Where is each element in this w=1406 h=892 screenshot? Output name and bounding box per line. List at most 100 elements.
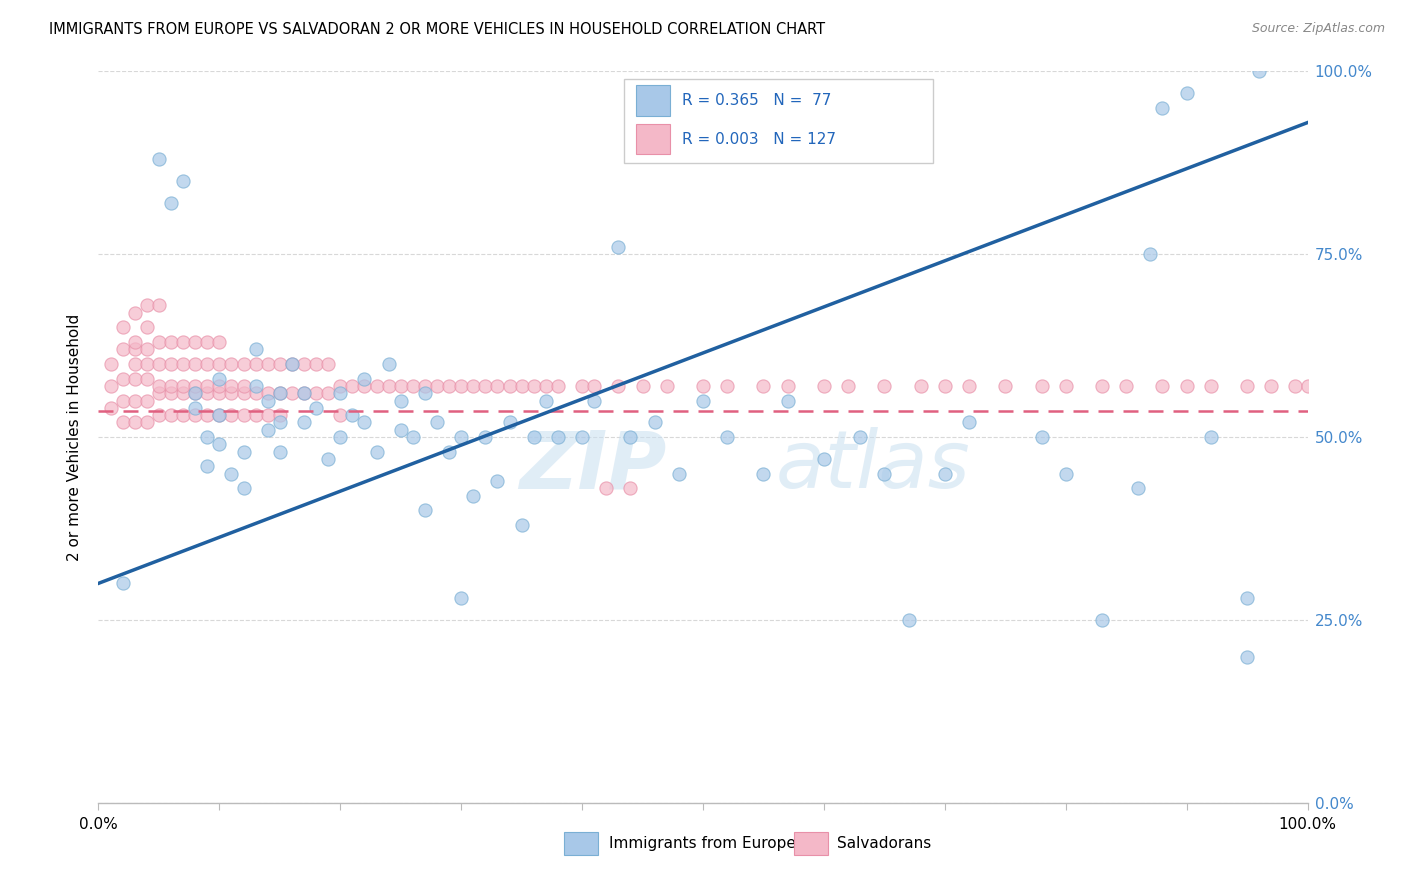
Point bbox=[184, 386, 207, 401]
Point bbox=[195, 334, 218, 349]
Point bbox=[450, 379, 472, 393]
Point bbox=[232, 379, 254, 393]
FancyBboxPatch shape bbox=[564, 832, 598, 855]
Point bbox=[160, 196, 183, 211]
Point bbox=[232, 481, 254, 495]
Point bbox=[655, 379, 678, 393]
Point bbox=[148, 357, 170, 371]
Point bbox=[135, 371, 157, 385]
Point bbox=[873, 379, 896, 393]
Point bbox=[208, 334, 231, 349]
Point bbox=[776, 393, 799, 408]
Text: Salvadorans: Salvadorans bbox=[837, 837, 931, 851]
Point bbox=[245, 357, 267, 371]
Point bbox=[124, 334, 146, 349]
Point bbox=[135, 298, 157, 312]
Point bbox=[160, 334, 183, 349]
Point bbox=[184, 357, 207, 371]
Point bbox=[124, 357, 146, 371]
Point bbox=[316, 452, 339, 467]
Point bbox=[135, 343, 157, 357]
Point bbox=[124, 393, 146, 408]
Point bbox=[389, 423, 412, 437]
Point bbox=[463, 379, 485, 393]
Point bbox=[353, 371, 375, 385]
Point bbox=[450, 591, 472, 605]
Point bbox=[463, 489, 485, 503]
Point bbox=[1091, 379, 1114, 393]
Point bbox=[195, 430, 218, 444]
Point bbox=[256, 408, 278, 422]
Point bbox=[402, 379, 425, 393]
Point bbox=[1260, 379, 1282, 393]
Point bbox=[413, 503, 436, 517]
Point bbox=[124, 306, 146, 320]
Point bbox=[377, 379, 399, 393]
Point bbox=[837, 379, 859, 393]
Point bbox=[583, 393, 606, 408]
Point bbox=[1199, 379, 1222, 393]
Point bbox=[269, 386, 291, 401]
Point bbox=[377, 357, 399, 371]
Point bbox=[523, 430, 546, 444]
Point bbox=[595, 481, 617, 495]
Text: atlas: atlas bbox=[776, 427, 970, 506]
Point bbox=[389, 379, 412, 393]
Point bbox=[1296, 379, 1319, 393]
Point bbox=[124, 371, 146, 385]
Point bbox=[111, 576, 134, 591]
Point bbox=[100, 357, 122, 371]
Point bbox=[100, 401, 122, 415]
Point bbox=[111, 416, 134, 430]
Point bbox=[172, 357, 194, 371]
Point bbox=[281, 386, 304, 401]
Point bbox=[232, 386, 254, 401]
Point bbox=[208, 357, 231, 371]
Point bbox=[172, 174, 194, 188]
Point bbox=[245, 386, 267, 401]
FancyBboxPatch shape bbox=[624, 78, 932, 163]
Point bbox=[957, 379, 980, 393]
Point bbox=[135, 357, 157, 371]
Point bbox=[607, 379, 630, 393]
Point bbox=[111, 343, 134, 357]
Point bbox=[208, 386, 231, 401]
Point bbox=[135, 320, 157, 334]
Point bbox=[269, 386, 291, 401]
Text: R = 0.365   N =  77: R = 0.365 N = 77 bbox=[682, 93, 832, 108]
Point bbox=[329, 430, 352, 444]
Point bbox=[1152, 101, 1174, 115]
Point bbox=[172, 379, 194, 393]
Point bbox=[256, 423, 278, 437]
Point bbox=[172, 386, 194, 401]
Point bbox=[172, 408, 194, 422]
Point bbox=[160, 357, 183, 371]
Point bbox=[221, 467, 243, 481]
Point bbox=[994, 379, 1017, 393]
Point bbox=[281, 357, 304, 371]
Point bbox=[232, 444, 254, 458]
Point bbox=[498, 379, 520, 393]
Point bbox=[221, 408, 243, 422]
Point bbox=[1199, 430, 1222, 444]
Point bbox=[934, 467, 956, 481]
Point bbox=[1091, 613, 1114, 627]
Point bbox=[1115, 379, 1137, 393]
Point bbox=[305, 357, 328, 371]
Point bbox=[208, 408, 231, 422]
Point bbox=[195, 386, 218, 401]
Point bbox=[486, 379, 509, 393]
Point bbox=[776, 379, 799, 393]
Point bbox=[256, 393, 278, 408]
Point bbox=[100, 379, 122, 393]
Point bbox=[631, 379, 654, 393]
Point bbox=[437, 444, 460, 458]
Point bbox=[957, 416, 980, 430]
Point bbox=[402, 430, 425, 444]
Text: IMMIGRANTS FROM EUROPE VS SALVADORAN 2 OR MORE VEHICLES IN HOUSEHOLD CORRELATION: IMMIGRANTS FROM EUROPE VS SALVADORAN 2 O… bbox=[49, 22, 825, 37]
Point bbox=[1236, 591, 1258, 605]
Point bbox=[111, 393, 134, 408]
Point bbox=[172, 334, 194, 349]
Point bbox=[208, 437, 231, 451]
Point bbox=[534, 393, 557, 408]
